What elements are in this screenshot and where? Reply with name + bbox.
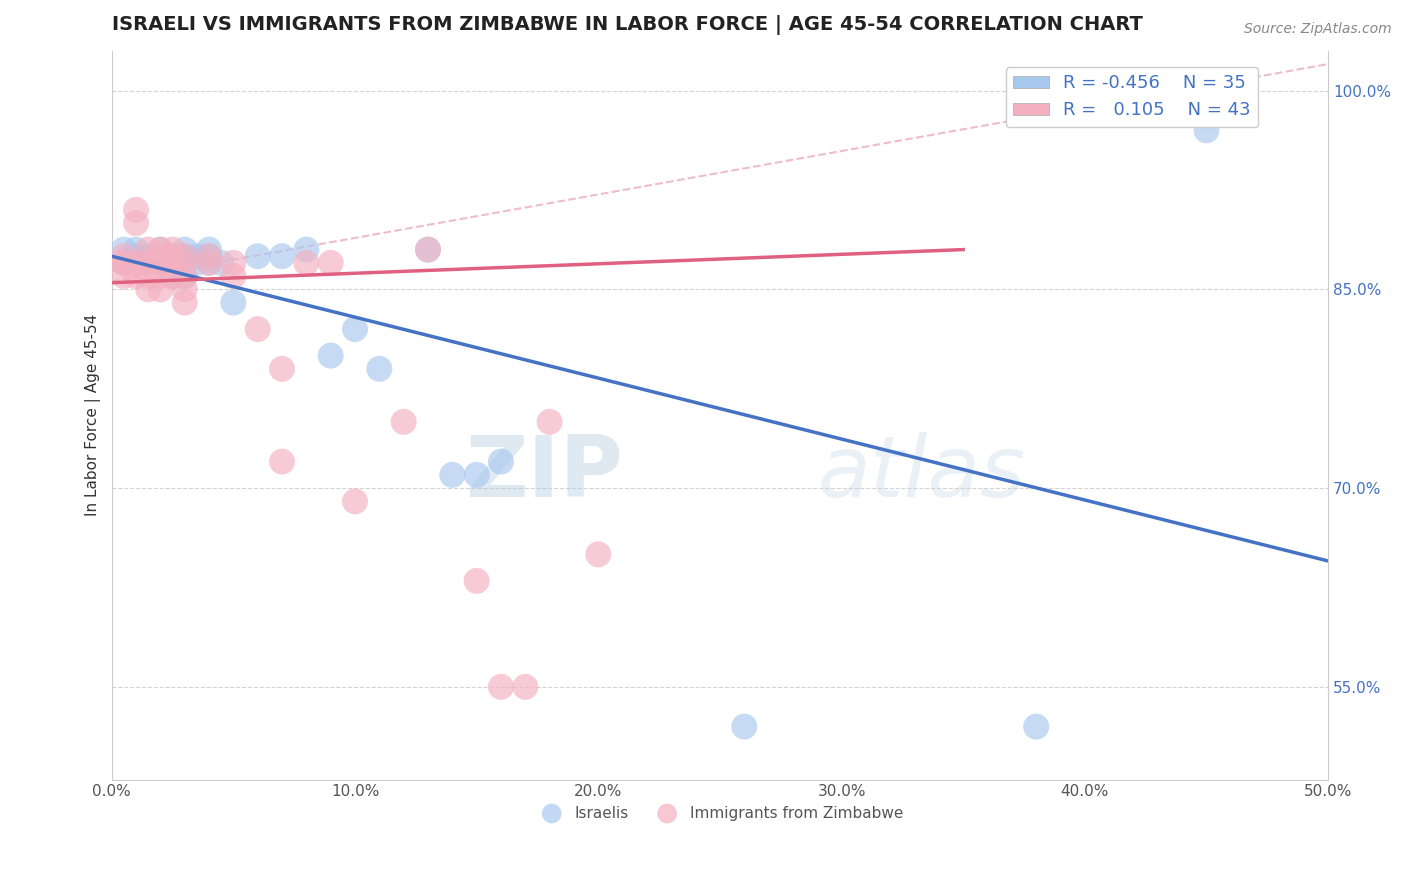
Point: [162, 256, 184, 270]
Point: [162, 256, 184, 270]
Point: [173, 295, 195, 310]
Point: [441, 467, 464, 482]
Point: [271, 362, 294, 376]
Point: [112, 256, 135, 270]
Point: [112, 269, 135, 284]
Text: Source: ZipAtlas.com: Source: ZipAtlas.com: [1244, 22, 1392, 37]
Point: [198, 249, 221, 263]
Point: [271, 454, 294, 468]
Point: [198, 243, 221, 257]
Point: [198, 249, 221, 263]
Point: [162, 249, 184, 263]
Point: [222, 269, 245, 284]
Point: [112, 256, 135, 270]
Point: [186, 256, 208, 270]
Point: [319, 349, 342, 363]
Point: [319, 256, 342, 270]
Point: [125, 269, 148, 284]
Point: [538, 415, 561, 429]
Point: [173, 269, 195, 284]
Text: ISRAELI VS IMMIGRANTS FROM ZIMBABWE IN LABOR FORCE | AGE 45-54 CORRELATION CHART: ISRAELI VS IMMIGRANTS FROM ZIMBABWE IN L…: [111, 15, 1143, 35]
Point: [1195, 123, 1218, 137]
Point: [136, 282, 159, 296]
Point: [149, 249, 172, 263]
Point: [125, 243, 148, 257]
Point: [136, 256, 159, 270]
Point: [465, 574, 488, 588]
Point: [343, 494, 366, 508]
Point: [222, 295, 245, 310]
Point: [136, 243, 159, 257]
Point: [295, 256, 318, 270]
Point: [588, 547, 610, 561]
Point: [209, 256, 232, 270]
Point: [368, 362, 391, 376]
Point: [173, 243, 195, 257]
Point: [136, 269, 159, 284]
Text: atlas: atlas: [817, 432, 1025, 515]
Point: [136, 256, 159, 270]
Point: [149, 256, 172, 270]
Point: [733, 720, 755, 734]
Point: [149, 249, 172, 263]
Point: [489, 454, 512, 468]
Point: [112, 243, 135, 257]
Point: [416, 243, 439, 257]
Point: [246, 249, 269, 263]
Point: [112, 249, 135, 263]
Point: [465, 467, 488, 482]
Point: [271, 249, 294, 263]
Point: [1025, 720, 1047, 734]
Point: [162, 269, 184, 284]
Point: [515, 680, 537, 694]
Text: ZIP: ZIP: [465, 432, 623, 515]
Point: [173, 249, 195, 263]
Point: [173, 269, 195, 284]
Point: [489, 680, 512, 694]
Point: [149, 243, 172, 257]
Point: [125, 202, 148, 217]
Point: [125, 256, 148, 270]
Point: [125, 249, 148, 263]
Point: [295, 243, 318, 257]
Point: [136, 249, 159, 263]
Point: [149, 269, 172, 284]
Point: [392, 415, 415, 429]
Point: [125, 216, 148, 230]
Point: [198, 256, 221, 270]
Point: [186, 249, 208, 263]
Point: [149, 243, 172, 257]
Point: [173, 249, 195, 263]
Point: [162, 243, 184, 257]
Point: [162, 269, 184, 284]
Point: [343, 322, 366, 336]
Point: [198, 256, 221, 270]
Point: [222, 256, 245, 270]
Point: [416, 243, 439, 257]
Point: [162, 249, 184, 263]
Point: [173, 282, 195, 296]
Point: [246, 322, 269, 336]
Y-axis label: In Labor Force | Age 45-54: In Labor Force | Age 45-54: [86, 314, 101, 516]
Point: [149, 256, 172, 270]
Point: [112, 256, 135, 270]
Legend: Israelis, Immigrants from Zimbabwe: Israelis, Immigrants from Zimbabwe: [530, 799, 910, 827]
Point: [173, 256, 195, 270]
Point: [149, 282, 172, 296]
